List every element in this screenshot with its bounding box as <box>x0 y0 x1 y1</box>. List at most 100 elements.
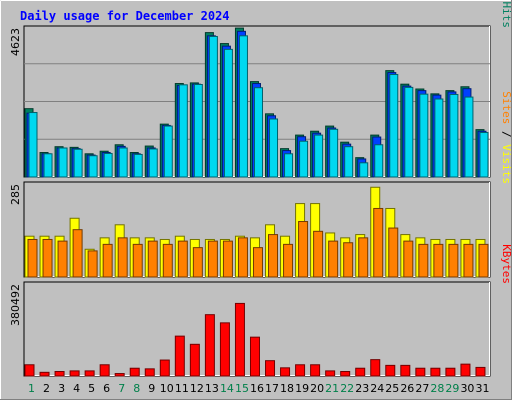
bar-kbytes-day-9 <box>144 368 155 377</box>
day-label-21: 21 <box>325 382 339 395</box>
bar-pages-day-16 <box>253 87 263 178</box>
day-label-28: 28 <box>430 382 444 395</box>
day-label-11: 11 <box>175 382 189 395</box>
panel-visits_sites: 285 Sites / Visits <box>9 91 512 278</box>
day-labels: 1 2 3 4 5 6 7 8 9 10 11 12 13 14 15 16 17 18 19 20 21 22 23 24 2… <box>28 382 489 395</box>
bar-kbytes-day-21 <box>325 370 336 377</box>
bar-sites-day-9 <box>147 240 158 278</box>
series-label-part: / <box>500 124 512 144</box>
bar-pages-day-15 <box>238 35 248 178</box>
bar-kbytes-day-2 <box>39 371 50 377</box>
bar-sites-day-23 <box>358 237 369 278</box>
bar-pages-day-17 <box>269 118 279 178</box>
bar-kbytes-day-30 <box>460 363 471 377</box>
bar-sites-day-12 <box>192 247 203 278</box>
day-label-26: 26 <box>400 382 414 395</box>
bar-sites-day-27 <box>418 243 429 278</box>
bar-pages-day-29 <box>449 93 459 178</box>
bar-pages-day-27 <box>419 93 429 178</box>
day-label-16: 16 <box>250 382 264 395</box>
day-label-22: 22 <box>340 382 354 395</box>
bar-kbytes-day-5 <box>84 370 95 377</box>
bar-pages-day-22 <box>344 146 354 178</box>
day-label-5: 5 <box>88 382 95 395</box>
bar-pages-day-30 <box>464 96 474 178</box>
bar-kbytes-day-10 <box>159 359 170 377</box>
bar-kbytes-day-28 <box>430 367 441 377</box>
day-label-12: 12 <box>190 382 204 395</box>
bar-pages-day-25 <box>389 74 399 178</box>
bar-kbytes-day-27 <box>415 367 426 377</box>
bar-kbytes-day-3 <box>54 371 65 377</box>
day-label-31: 31 <box>475 382 489 395</box>
bar-kbytes-day-26 <box>400 364 411 377</box>
series-label: Sites / Visits <box>500 91 512 184</box>
bar-kbytes-day-1 <box>24 364 35 377</box>
chart-title: Daily usage for December 2024 <box>20 9 230 23</box>
bar-kbytes-day-23 <box>355 367 366 377</box>
bar-sites-day-10 <box>162 243 173 278</box>
bar-pages-day-11 <box>178 84 188 178</box>
day-label-14: 14 <box>220 382 234 395</box>
series-sites <box>27 207 489 278</box>
max-tick-label: 285 <box>9 184 22 205</box>
bar-kbytes-day-24 <box>370 359 381 377</box>
bar-pages-day-23 <box>359 162 369 178</box>
bar-sites-day-1 <box>27 238 38 278</box>
bar-pages-day-19 <box>299 140 309 178</box>
day-label-23: 23 <box>355 382 369 395</box>
series-kbytes <box>24 302 486 377</box>
day-label-3: 3 <box>58 382 65 395</box>
bar-sites-day-3 <box>57 240 68 278</box>
chart-panels: 4623 Pages / Files / Hits 285 Sites / Visit… <box>9 0 512 377</box>
bar-kbytes-day-7 <box>114 373 125 377</box>
day-label-18: 18 <box>280 382 294 395</box>
bar-kbytes-day-12 <box>189 343 200 377</box>
bar-kbytes-day-6 <box>99 364 110 377</box>
bar-pages-day-6 <box>103 152 113 178</box>
bar-pages-day-24 <box>374 144 384 178</box>
bar-pages-day-1 <box>28 112 38 178</box>
bar-pages-day-31 <box>479 132 489 178</box>
bar-kbytes-day-18 <box>280 367 291 377</box>
max-tick-label: 4623 <box>9 28 22 56</box>
day-label-10: 10 <box>160 382 174 395</box>
bar-sites-day-22 <box>343 242 354 278</box>
bar-sites-day-31 <box>478 243 489 278</box>
bar-sites-day-24 <box>373 207 384 278</box>
day-label-8: 8 <box>133 382 140 395</box>
bar-sites-day-2 <box>42 238 53 278</box>
bar-pages-day-10 <box>163 125 173 178</box>
bar-pages-day-18 <box>284 153 294 178</box>
bar-sites-day-29 <box>448 243 459 278</box>
day-label-24: 24 <box>370 382 384 395</box>
bar-pages-day-9 <box>148 148 158 178</box>
day-label-19: 19 <box>295 382 309 395</box>
day-label-29: 29 <box>445 382 459 395</box>
series-label-part: Visits <box>500 144 512 184</box>
bar-kbytes-day-15 <box>234 302 245 377</box>
series-label-part: Hits <box>500 2 512 29</box>
panel-hits_files_pages: 4623 Pages / Files / Hits <box>9 0 512 178</box>
bar-sites-day-13 <box>207 240 218 278</box>
bar-sites-day-21 <box>328 240 339 278</box>
series-label: KBytes <box>500 244 512 284</box>
bar-kbytes-day-11 <box>174 335 185 377</box>
bar-pages-day-20 <box>314 134 324 178</box>
series-pages <box>28 35 489 178</box>
day-label-27: 27 <box>415 382 429 395</box>
day-label-30: 30 <box>460 382 474 395</box>
bar-sites-day-18 <box>283 243 294 278</box>
bar-kbytes-day-16 <box>249 336 260 377</box>
bar-pages-day-28 <box>434 98 444 178</box>
bar-kbytes-day-8 <box>129 367 140 377</box>
bar-kbytes-day-4 <box>69 370 80 377</box>
bar-pages-day-2 <box>43 153 53 178</box>
bar-sites-day-7 <box>117 237 128 278</box>
bar-kbytes-day-25 <box>385 364 396 377</box>
day-label-20: 20 <box>310 382 324 395</box>
max-tick-label: 380492 <box>9 284 22 326</box>
day-label-25: 25 <box>385 382 399 395</box>
bar-pages-day-12 <box>193 84 203 178</box>
day-label-15: 15 <box>235 382 249 395</box>
